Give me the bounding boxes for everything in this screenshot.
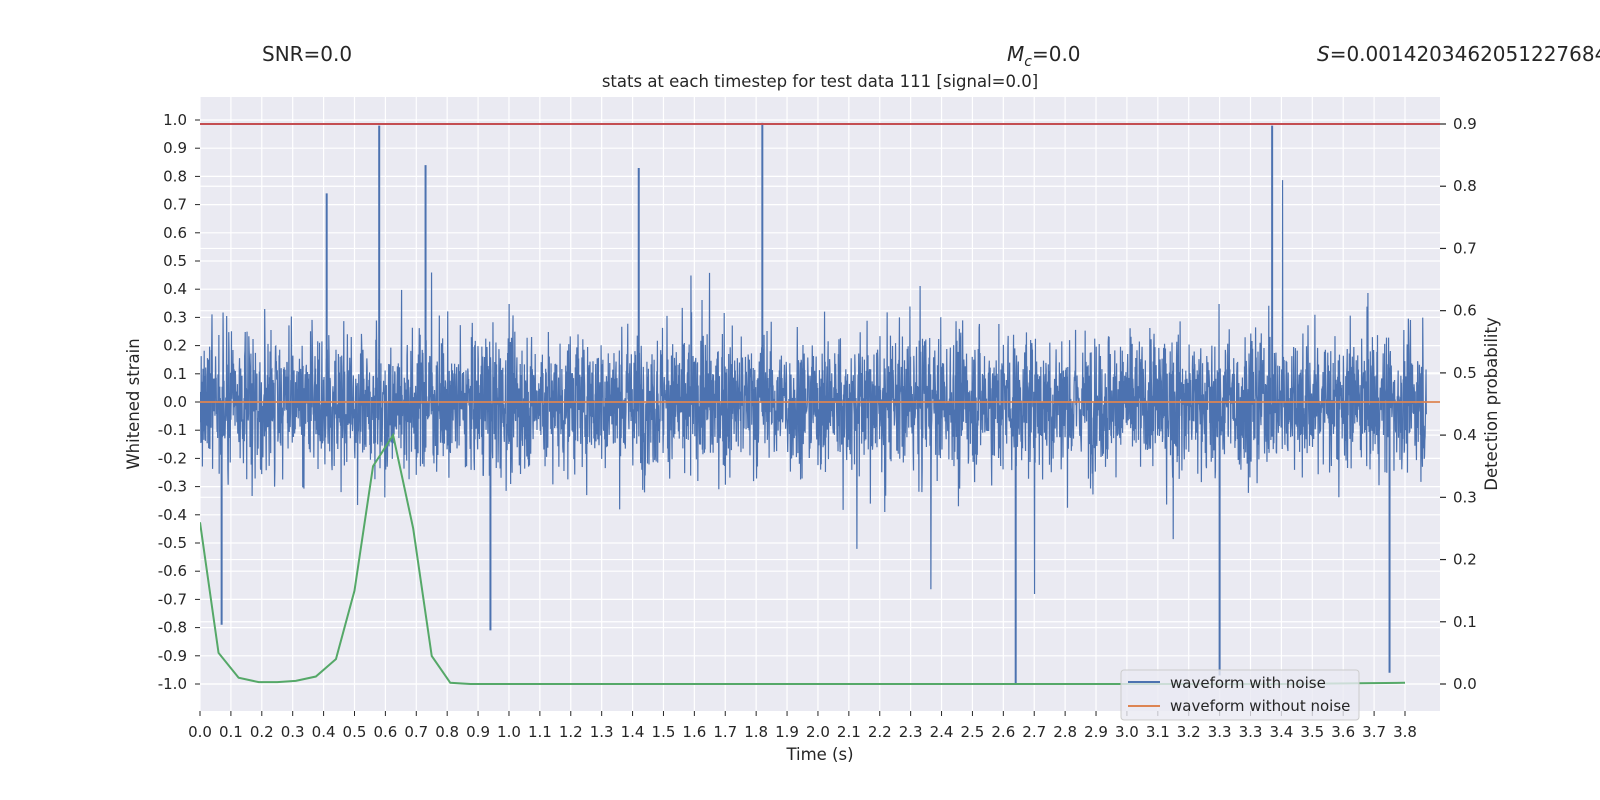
x-tick-label: 2.5 [961,723,985,741]
x-tick-label: 1.2 [559,723,583,741]
y-tick-label: -0.3 [158,478,187,496]
y-tick-label: 0.1 [163,365,187,383]
y-tick-label: 0.9 [163,139,187,157]
x-tick-label: 0.3 [281,723,305,741]
x-tick-label: 3.6 [1331,723,1355,741]
y-tick-label: -0.4 [158,506,187,524]
x-tick-label: 0.9 [466,723,490,741]
x-tick-label: 2.8 [1053,723,1077,741]
x-tick-label: 2.4 [930,723,954,741]
x-tick-label: 3.7 [1362,723,1386,741]
x-tick-label: 2.7 [1022,723,1046,741]
x-tick-label: 2.2 [868,723,892,741]
s-statistic-label: S=0.0014203462051227684 [1317,42,1600,66]
x-tick-label: 1.0 [497,723,521,741]
x-tick-label: 1.4 [621,723,645,741]
y2-tick-label: 0.3 [1453,488,1477,506]
x-tick-label: 3.4 [1269,723,1293,741]
x-tick-label: 0.6 [373,723,397,741]
chart-title: stats at each timestep for test data 111… [602,72,1038,91]
x-tick-label: 3.0 [1115,723,1139,741]
x-tick-label: 1.1 [528,723,552,741]
y2-tick-label: 0.8 [1453,177,1477,195]
legend-box [1120,669,1360,721]
y2-tick-label: 0.4 [1453,426,1477,444]
x-tick-label: 0.5 [343,723,367,741]
y2-tick-label: 0.7 [1453,239,1477,257]
x-tick-label: 3.3 [1239,723,1263,741]
x-tick-label: 3.8 [1393,723,1417,741]
x-tick-label: 0.7 [404,723,428,741]
y-tick-label: 0.0 [163,393,187,411]
y2-axis-ticks: 0.9 0.8 0.7 0.6 0.5 0.4 0.3 0.2 0.1 0.0 [1440,115,1477,693]
x-tick-label: 3.3 [1208,723,1232,741]
y-tick-label: 0.4 [163,280,187,298]
series-detection-probability [200,432,1406,685]
legend-label-no-noise: waveform without noise [1170,697,1350,715]
x-tick-label: 2.1 [837,723,861,741]
chirp-mass-subscript: c [1024,54,1032,70]
y-tick-label: -0.5 [158,534,187,552]
y2-tick-label: 0.1 [1453,613,1477,631]
legend: waveform with noise waveform without noi… [1120,669,1360,721]
noise-peaks [220,122,1391,684]
chirp-mass-symbol: M [1007,42,1024,66]
s-statistic-symbol: S [1317,42,1330,66]
x-tick-label: 1.7 [713,723,737,741]
y2-tick-label: 0.0 [1453,675,1477,693]
y-tick-label: 0.2 [163,337,187,355]
x-tick-label: 3.5 [1300,723,1324,741]
x-tick-label: 1.6 [682,723,706,741]
y-tick-label: -0.2 [158,449,187,467]
y-tick-label: 0.8 [163,167,187,185]
x-tick-label: 0.0 [188,723,212,741]
y-tick-label: -0.1 [158,421,187,439]
x-tick-label: 0.8 [435,723,459,741]
y-tick-label: 0.6 [163,224,187,242]
y2-axis-label: Detection probability [1482,317,1501,491]
y-tick-label: 1.0 [163,111,187,129]
y2-tick-label: 0.6 [1453,302,1477,320]
y-tick-label: -0.6 [158,562,187,580]
x-tick-label: 2.0 [806,723,830,741]
x-tick-label: 1.3 [590,723,614,741]
y2-tick-label: 0.9 [1453,115,1477,133]
snr-label: SNR=0.0 [262,42,352,66]
x-tick-label: 0.2 [250,723,274,741]
y-tick-label: 0.7 [163,196,187,214]
x-tick-label: 0.1 [219,723,243,741]
x-tick-label: 1.9 [775,723,799,741]
y-tick-label: 0.5 [163,252,187,270]
y-tick-label: -0.7 [158,590,187,608]
x-tick-label: 2.9 [1084,723,1108,741]
y-axis-label: Whitened strain [124,338,143,469]
s-statistic-value: =0.0014203462051227684 [1330,42,1600,66]
x-tick-label: 2.3 [899,723,923,741]
x-tick-label: 3.2 [1177,723,1201,741]
y-axis-ticks: 1.0 0.9 0.8 0.7 0.6 0.5 0.4 0.3 0.2 0.1 0.0 -0.1 -0.… [158,111,200,693]
x-tick-label: 0.4 [312,723,336,741]
x-tick-label: 3.1 [1146,723,1170,741]
chirp-mass-label: Mc=0.0 [1007,42,1081,70]
x-axis-label: Time (s) [785,745,853,764]
legend-label-noise: waveform with noise [1170,674,1326,692]
chirp-mass-value: =0.0 [1032,42,1081,66]
y-tick-label: -0.9 [158,647,187,665]
y-tick-label: 0.3 [163,308,187,326]
y2-tick-label: 0.5 [1453,364,1477,382]
x-tick-label: 1.5 [652,723,676,741]
x-tick-label: 1.8 [744,723,768,741]
y-tick-label: -0.8 [158,619,187,637]
series-waveform-with-noise [200,180,1428,594]
x-tick-label: 2.6 [991,723,1015,741]
y-tick-label: -1.0 [158,675,187,693]
y2-tick-label: 0.2 [1453,551,1477,569]
